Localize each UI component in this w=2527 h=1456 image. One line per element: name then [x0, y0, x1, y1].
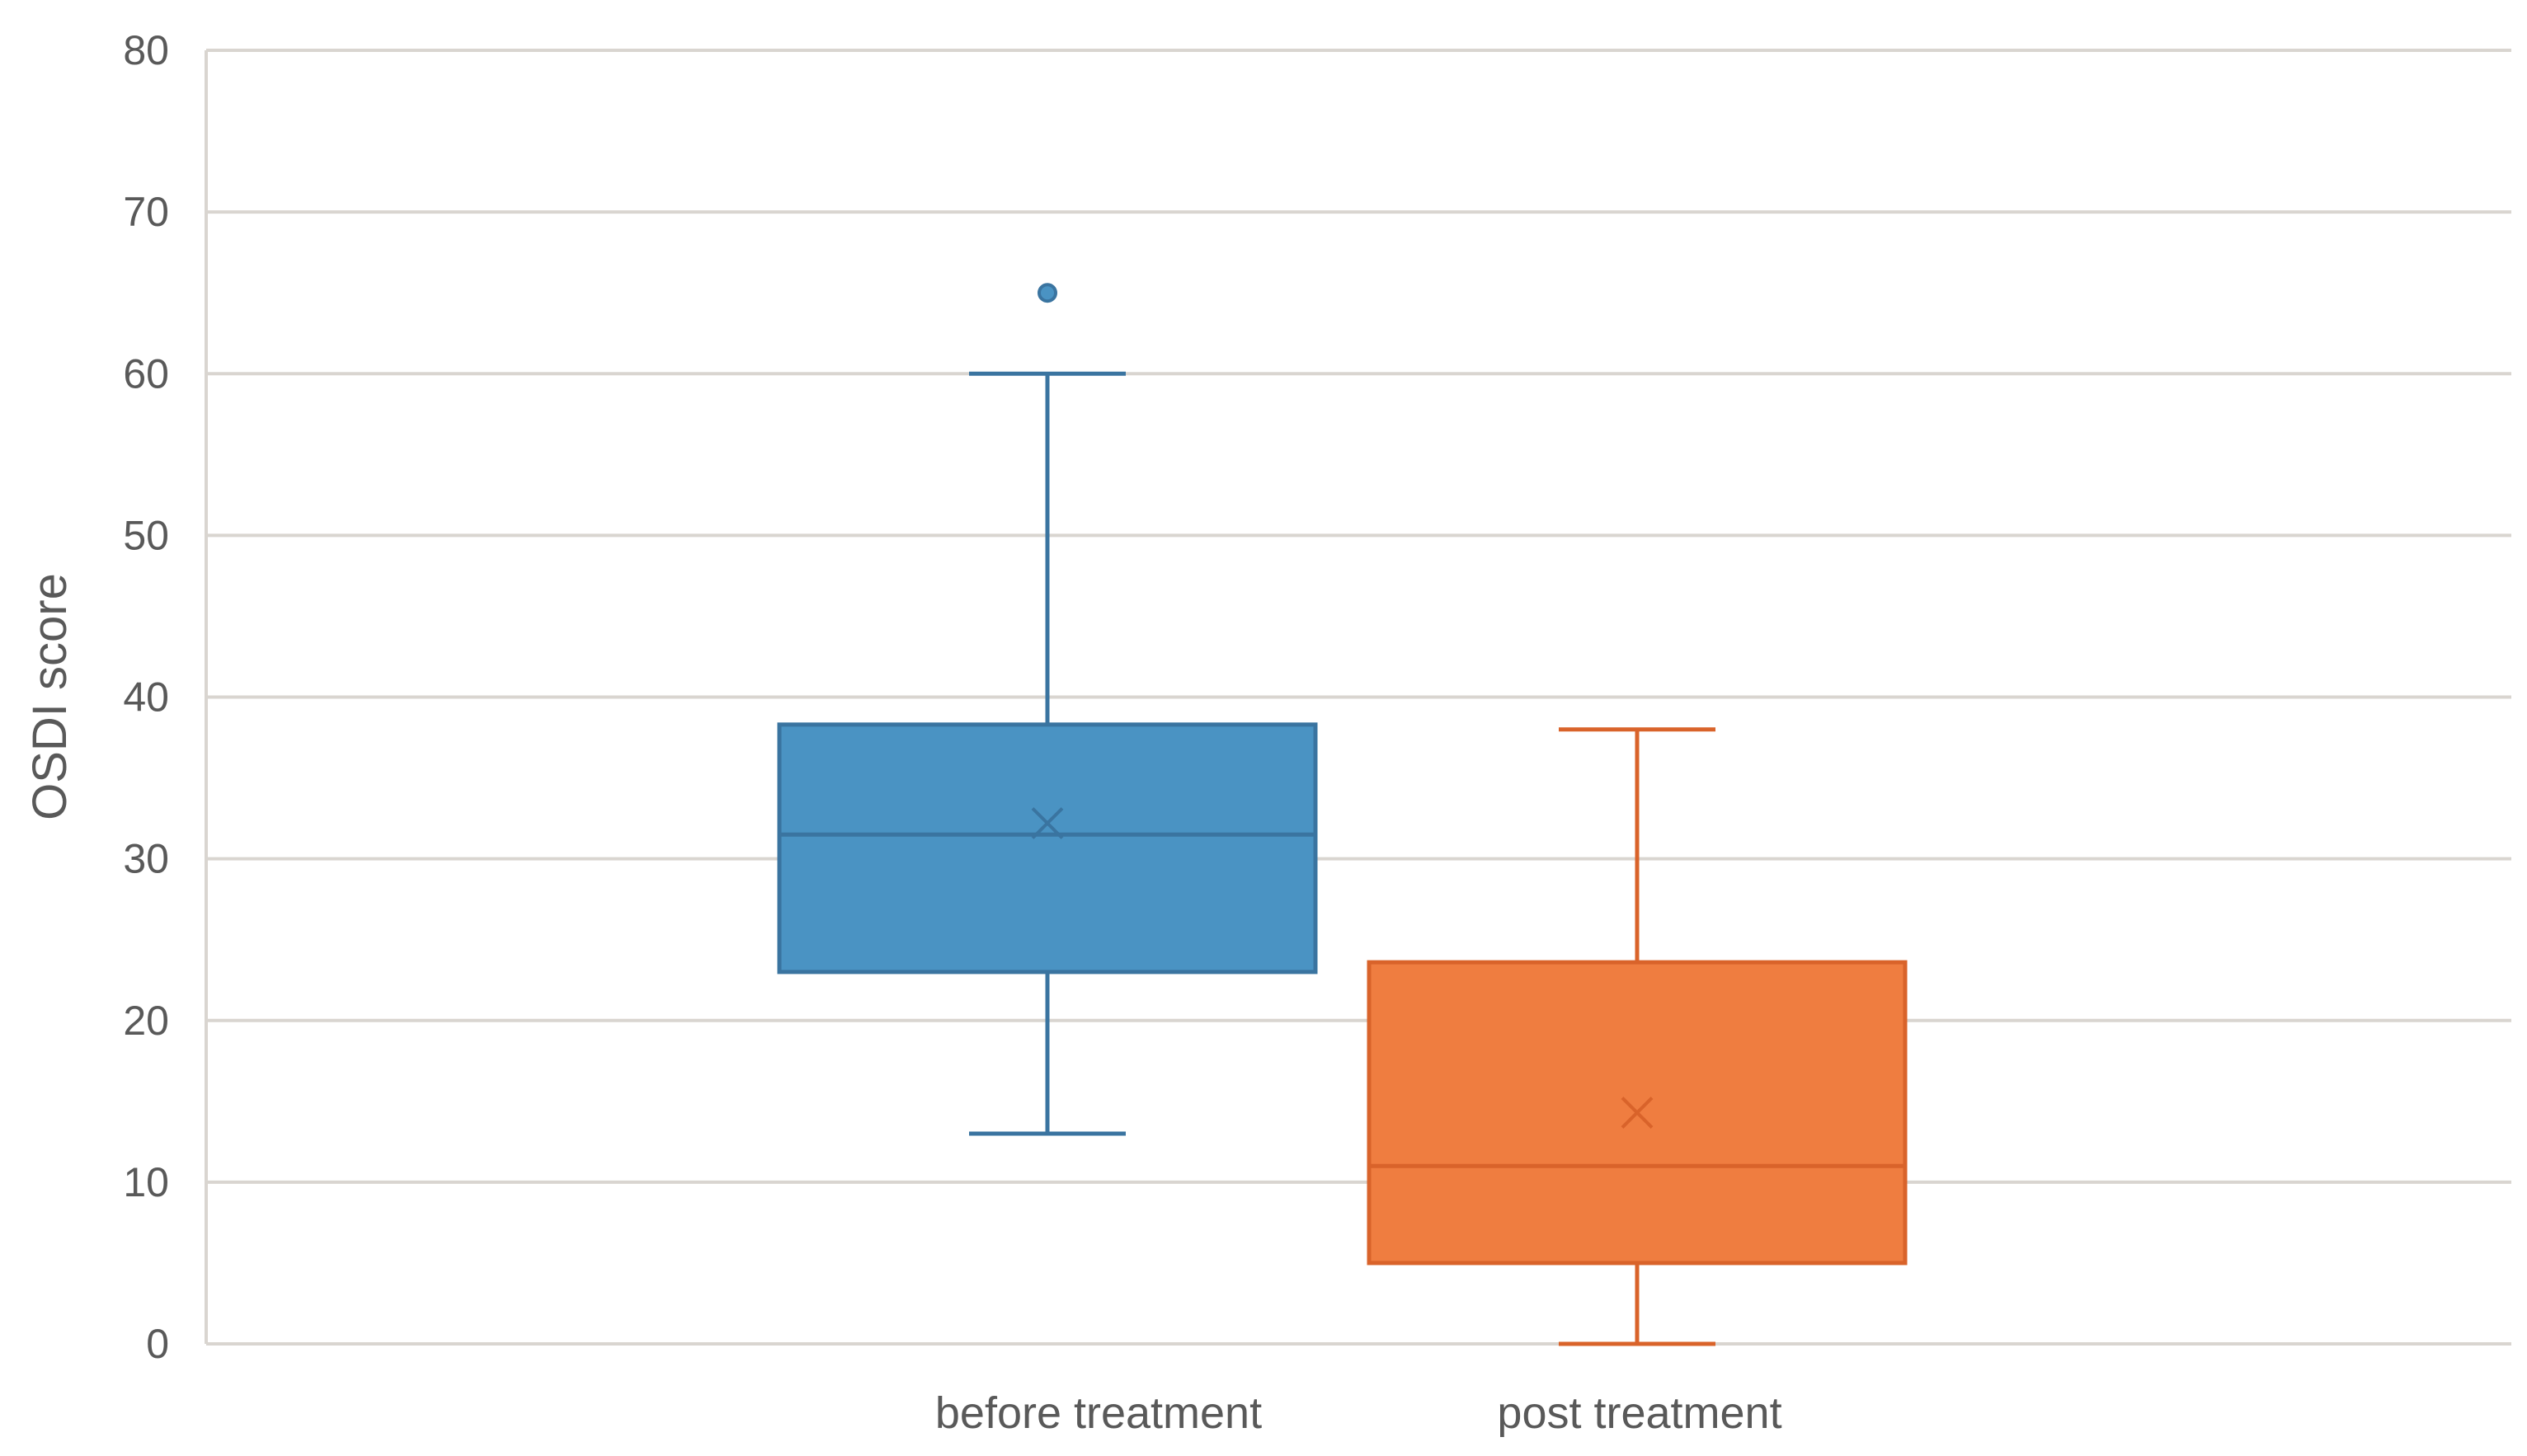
mean-marker: [1031, 807, 1064, 839]
x-axis-category-labels: before treatment post treatment: [935, 1388, 1782, 1438]
y-tick-label: 40: [123, 674, 169, 721]
x-category-label: before treatment: [935, 1388, 1262, 1438]
y-tick-label: 80: [123, 27, 169, 73]
y-axis-tick-labels: 0 10 20 30 40 50 60 70 80: [123, 27, 169, 1367]
y-tick-label: 70: [123, 189, 169, 235]
y-tick-label: 0: [146, 1321, 169, 1367]
outlier-point: [1038, 283, 1057, 303]
y-tick-label: 20: [123, 998, 169, 1044]
box-group-before-treatment: [777, 283, 1318, 1136]
y-tick-label: 60: [123, 350, 169, 397]
x-category-label: post treatment: [1497, 1388, 1781, 1438]
box-iqr: [777, 722, 1318, 975]
box-group-post-treatment: [1367, 727, 1908, 1346]
y-tick-label: 50: [123, 512, 169, 558]
y-tick-label: 10: [123, 1159, 169, 1205]
y-axis-title: OSDI score: [23, 573, 77, 820]
y-tick-label: 30: [123, 836, 169, 882]
box-plots: [777, 283, 1908, 1346]
gridlines: [205, 49, 2511, 1346]
mean-marker: [1621, 1097, 1654, 1129]
